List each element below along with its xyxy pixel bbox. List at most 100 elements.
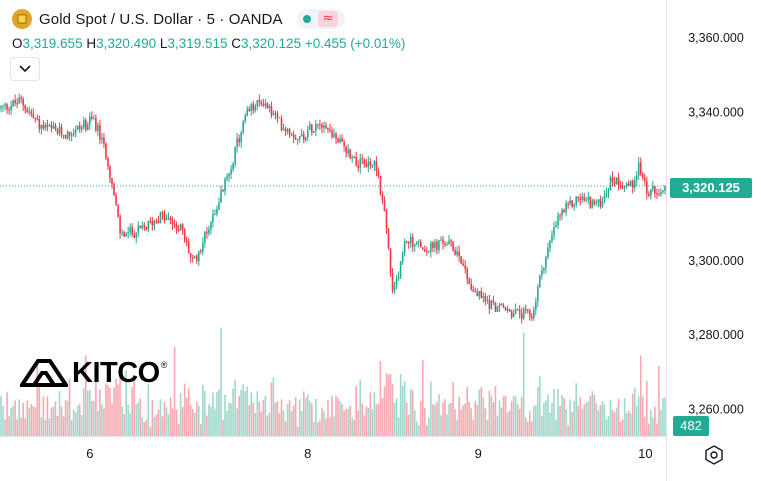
volume-bar [202,384,204,436]
candle-body [119,216,121,234]
candle-body [472,289,475,292]
volume-bar [381,397,384,436]
candle-body [595,202,598,204]
volume-bar [44,419,47,436]
collapse-legend-button[interactable] [10,57,40,81]
price-axis[interactable]: 3,360.000 3,340.000 3,300.000 3,280.000 3,26… [688,31,744,416]
candle-body [173,224,176,226]
candle-body [212,214,214,223]
volume-bar [302,391,305,436]
volume-bar [424,408,426,436]
low-label: L [159,36,168,51]
candle-body [248,109,251,111]
volume-bar [2,406,4,436]
volume-bar [214,408,216,436]
volume-bar [159,399,162,436]
candle-body [468,278,471,284]
volume-bar [500,407,503,436]
candle-body [474,291,477,293]
candle-body [549,241,551,248]
volume-bar [478,389,481,436]
time-tick-label: 10 [638,446,652,461]
volume-bar [613,412,616,436]
volume-bar [565,408,567,436]
candle-body [559,215,561,217]
candle-body [641,173,644,178]
candle-body [551,235,553,242]
candle-body [91,116,93,119]
candle-body [10,106,12,111]
volume-bar [591,391,594,436]
volume-bar [409,388,412,436]
candle-body [516,309,519,311]
candle-body [103,137,105,144]
volume-bar [121,406,123,436]
candle-body [82,120,85,128]
delayed-data-icon[interactable]: ≈ [318,11,339,27]
volume-bar [349,405,351,436]
symbol-title[interactable]: Gold Spot / U.S. Dollar · 5 · OANDA [39,10,283,28]
market-status-pill[interactable]: ≈ [296,9,345,29]
open-label: O [12,36,23,51]
volume-bar [101,404,103,436]
candle-body [232,163,234,170]
volume-bar [415,421,418,436]
volume-bar [38,382,41,436]
volume-bar [595,403,598,436]
candle-body [528,310,531,317]
volume-bar [488,390,491,436]
candle-body [139,225,142,229]
volume-bar [238,395,240,436]
candle-body [204,231,206,244]
candle-body [327,127,329,130]
volume-bar [549,412,551,436]
candle-body [60,126,63,136]
candle-body [452,241,454,251]
candle-body [646,181,648,194]
candle-body [343,141,345,146]
volume-bar [450,402,452,436]
candle-body [36,118,39,120]
candle-body [583,196,586,201]
volume-bar [30,404,33,436]
candle-body [565,203,567,213]
low-value: 3,319.515 [167,36,228,51]
volume-bar [557,388,559,436]
candle-body [357,165,360,169]
candle-body [195,256,198,262]
volume-bar [276,401,279,436]
candle-body [464,265,466,269]
candle-body [266,103,269,109]
candle-body [512,313,515,317]
candle-body [389,248,392,274]
candle-body [304,137,307,141]
candle-body [385,211,388,229]
candle-body [101,137,103,140]
volume-bar [224,394,226,436]
candle-body [20,97,22,100]
volume-bar [637,396,640,436]
symbol-legend[interactable]: Gold Spot / U.S. Dollar · 5 · OANDA ≈ [12,8,345,30]
volume-bar [28,407,31,436]
volume-bar [143,422,146,436]
gear-icon[interactable] [703,444,725,466]
volume-bar [486,419,489,436]
volume-bar [232,388,234,436]
candle-body [361,158,364,160]
volume-bar [93,401,95,436]
volume-bar [155,414,158,436]
volume-bar [601,401,604,436]
volume-bar [274,402,277,436]
time-axis[interactable]: 6 8 9 10 [86,446,652,461]
candle-body [395,279,398,286]
volume-bar [631,393,634,436]
candle-body [345,145,347,154]
candle-body [298,136,301,140]
candle-body [141,225,144,229]
candle-body [308,124,311,131]
volume-bar [635,405,638,436]
candle-body [563,209,565,213]
volume-bar [559,405,561,436]
